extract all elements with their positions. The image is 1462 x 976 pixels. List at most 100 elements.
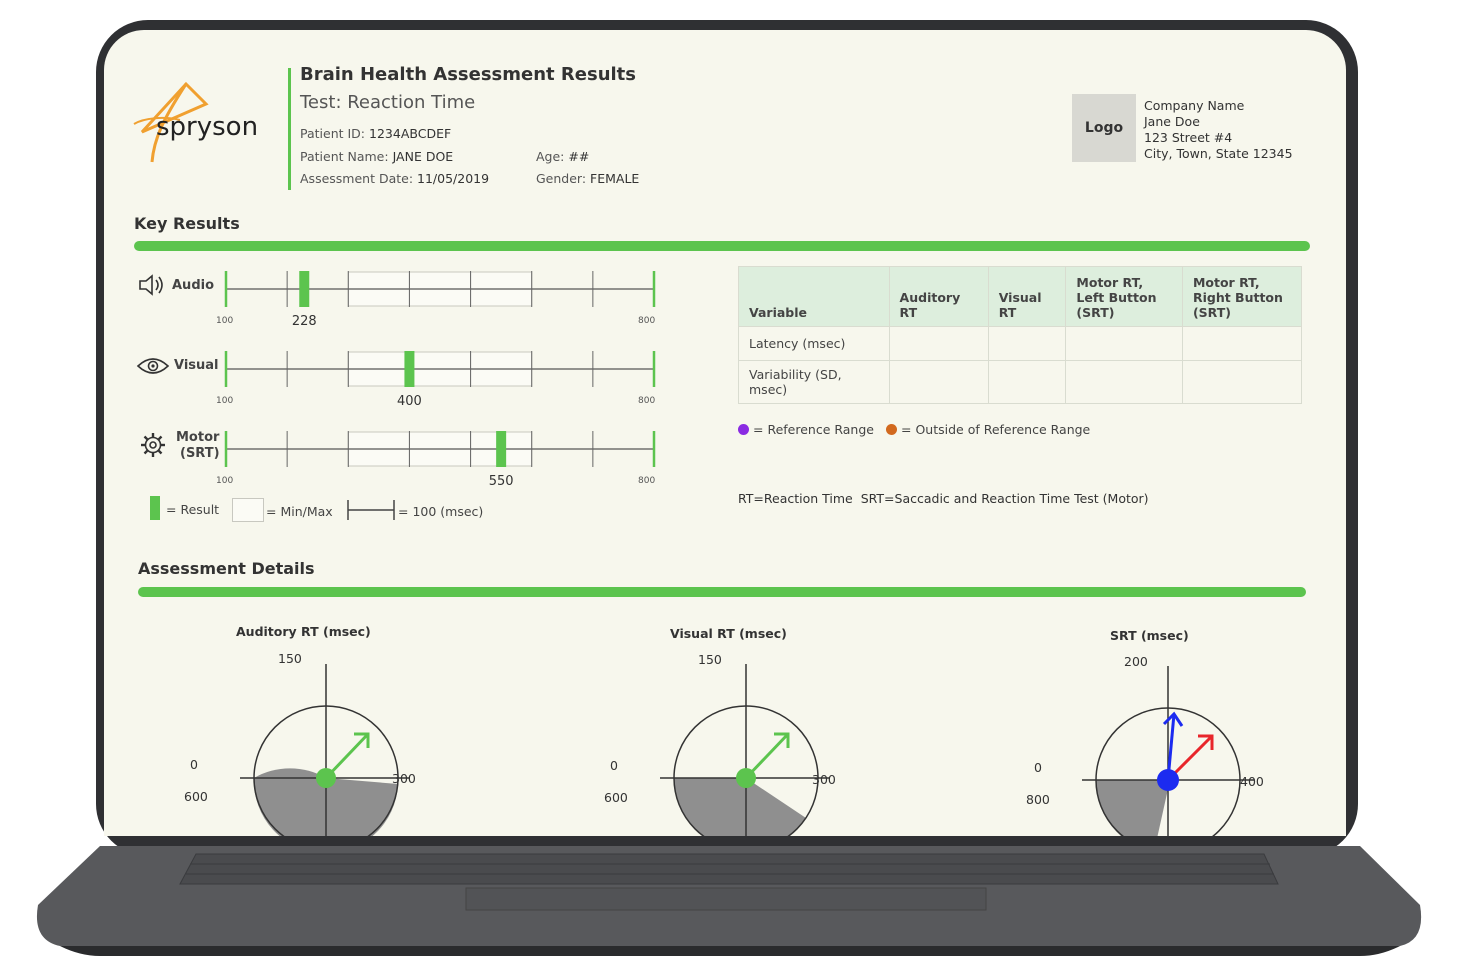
dial-left-top-label: 0: [1034, 760, 1042, 775]
table-cell: [1065, 326, 1183, 361]
table-header: Motor RT, Left Button (SRT): [1065, 266, 1183, 327]
row-label-visual: Visual: [174, 358, 219, 373]
assessment-details-title: Assessment Details: [138, 559, 315, 578]
dial-title: Visual RT (msec): [670, 626, 787, 641]
key-results-divider: [134, 241, 1310, 251]
table-cell: [888, 360, 989, 404]
result-marker: [299, 271, 310, 307]
row-label-motor-sub: (SRT): [180, 446, 220, 461]
patient-id: Patient ID: 1234ABCDEF: [300, 126, 451, 141]
result-value-label: 550: [489, 474, 514, 489]
gear-icon: [141, 433, 165, 457]
spryson-logo-mark: [133, 81, 209, 163]
header-divider: [288, 68, 291, 190]
company-contact: Jane Doe: [1144, 114, 1200, 129]
dial-left-bottom-label: 600: [184, 789, 208, 804]
outside-range-dot: [886, 424, 897, 435]
abbreviations: RT=Reaction Time SRT=Saccadic and Reacti…: [738, 491, 1149, 506]
outside-range-label: = Outside of Reference Range: [901, 422, 1091, 437]
assessment-details-divider: [138, 587, 1306, 597]
scale-min-label: 100: [216, 476, 233, 486]
patient-name: Patient Name: JANE DOE: [300, 149, 453, 164]
table-header: Auditory RT: [888, 266, 989, 327]
dial-top-label: 200: [1124, 654, 1148, 669]
legend-unit-mark: [347, 500, 395, 520]
eye-icon: [136, 358, 170, 374]
row-label-motor: Motor: [176, 430, 220, 445]
patient-name-value: JANE DOE: [392, 149, 454, 164]
table-header: Motor RT, Right Button (SRT): [1181, 266, 1303, 327]
dial-top-label: 150: [698, 652, 722, 667]
dial-graphic: [660, 664, 830, 836]
company-logo-text: Logo: [1084, 120, 1124, 136]
legend-minmax-swatch: [232, 498, 264, 522]
table-cell: [888, 326, 989, 361]
gender-label: Gender:: [536, 171, 587, 186]
scale-min-label: 100: [216, 396, 233, 406]
table-cell: Variability (SD, msec): [738, 360, 890, 404]
spryson-logo: spryson: [124, 78, 274, 168]
gender-value: FEMALE: [590, 171, 640, 186]
table-header-row: Variable Auditory RT Visual RT Motor RT,…: [738, 266, 1303, 327]
legend-outside-range: = Outside of Reference Range: [886, 422, 1090, 437]
scale-max-label: 800: [638, 396, 655, 406]
company-city: City, Town, State 12345: [1144, 146, 1293, 161]
scale-min-label: 100: [216, 316, 233, 326]
company-logo-placeholder: Logo: [1072, 94, 1136, 162]
assessment-date-label: Assessment Date:: [300, 171, 414, 186]
dial-left-top-label: 0: [610, 758, 618, 773]
patient-gender: Gender: FEMALE: [536, 171, 639, 186]
dial-srt: SRT (msec) 200 400 0 800: [1016, 624, 1336, 836]
variables-table: Variable Auditory RT Visual RT Motor RT,…: [738, 266, 1303, 404]
patient-id-value: 1234ABCDEF: [369, 126, 452, 141]
dial-graphic: [240, 664, 410, 836]
key-results-scales: 100 800 228 100 800 400 100 800 550: [216, 271, 655, 489]
table-cell: [1065, 360, 1183, 404]
company-street: 123 Street #4: [1144, 130, 1233, 145]
scale-max-label: 800: [638, 316, 655, 326]
assessment-date-value: 11/05/2019: [417, 171, 490, 186]
table-cell: [1181, 360, 1303, 404]
abbrev-srt: SRT=Saccadic and Reaction Time Test (Mot…: [860, 491, 1149, 506]
age-value: ##: [568, 149, 590, 164]
dial-left-bottom-label: 600: [604, 790, 628, 805]
reference-range-label: = Reference Range: [753, 422, 874, 437]
report-title: Brain Health Assessment Results: [300, 64, 636, 85]
dial-right-label: 400: [1240, 774, 1264, 789]
abbrev-rt: RT=Reaction Time: [738, 491, 853, 506]
report-subtitle: Test: Reaction Time: [300, 92, 476, 113]
speaker-icon: [139, 274, 163, 296]
patient-name-label: Patient Name:: [300, 149, 389, 164]
dial-title: SRT (msec): [1110, 628, 1189, 643]
dial-left-top-label: 0: [190, 757, 198, 772]
dial-top-label: 150: [278, 651, 302, 666]
brand-name: spryson: [156, 112, 259, 142]
legend-result-swatch: [150, 496, 160, 520]
result-value-label: 228: [292, 314, 317, 329]
dial-visual: Visual RT (msec) 150 300 0 600: [594, 622, 894, 836]
dial-title: Auditory RT (msec): [236, 624, 371, 639]
assessment-date: Assessment Date: 11/05/2019: [300, 171, 489, 186]
reference-range-dot: [738, 424, 749, 435]
dial-auditory: Auditory RT (msec) 150 300 0 600: [174, 620, 474, 836]
table-cell: [987, 360, 1067, 404]
table-row: Variability (SD, msec): [738, 360, 1303, 404]
scale-max-label: 800: [638, 476, 655, 486]
patient-id-label: Patient ID:: [300, 126, 366, 141]
legend-result-label: = Result: [166, 502, 220, 517]
row-label-audio: Audio: [172, 278, 215, 293]
age-label: Age:: [536, 149, 565, 164]
result-marker: [496, 431, 507, 467]
table-row: Latency (msec): [738, 326, 1303, 361]
legend-minmax-label: = Min/Max: [266, 504, 333, 519]
laptop-screen: spryson Brain Health Assessment Results …: [104, 30, 1346, 836]
key-results-title: Key Results: [134, 214, 240, 233]
dial-left-bottom-label: 800: [1026, 792, 1050, 807]
result-value-label: 400: [397, 394, 422, 409]
patient-age: Age: ##: [536, 149, 589, 164]
table-cell: [1181, 326, 1303, 361]
legend-unit-label: = 100 (msec): [398, 504, 484, 519]
result-marker: [404, 351, 415, 387]
company-name: Company Name: [1144, 98, 1245, 113]
